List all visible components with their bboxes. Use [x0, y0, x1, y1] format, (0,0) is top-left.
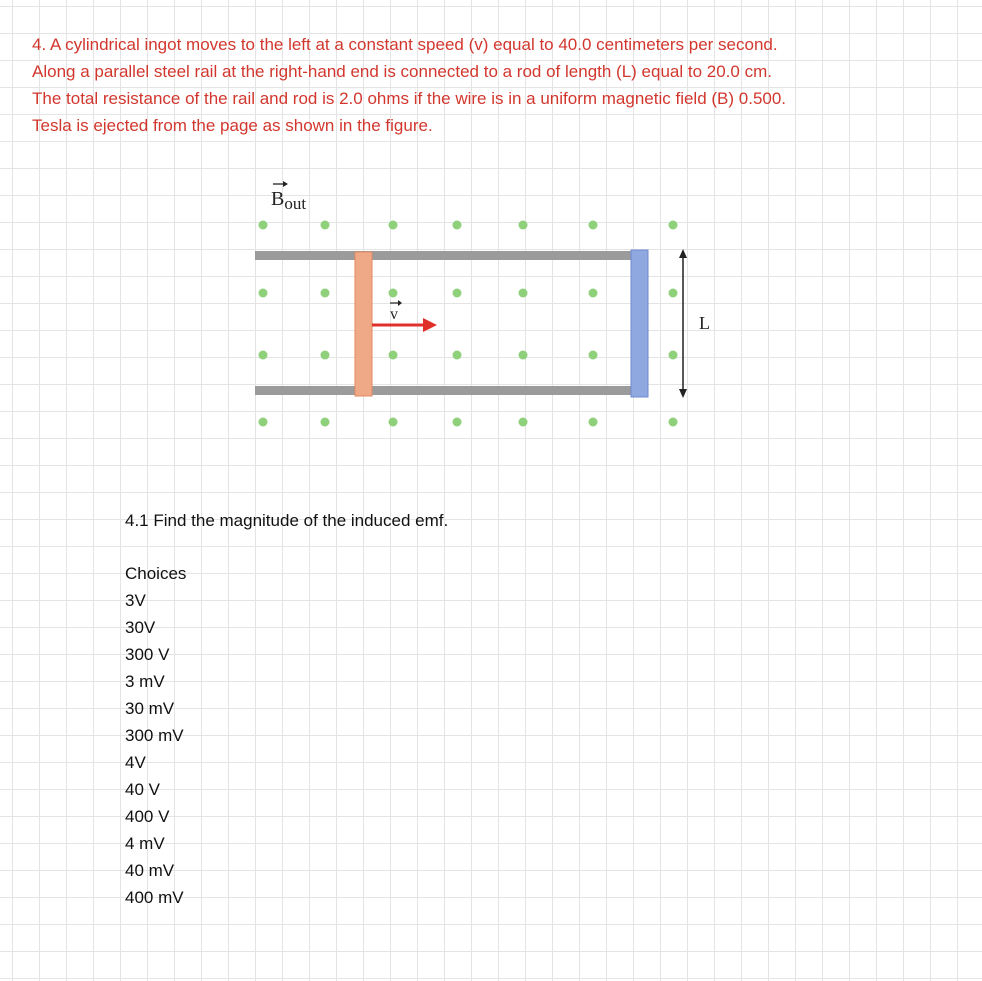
problem-line: 4. A cylindrical ingot moves to the left…	[32, 35, 778, 54]
field-dot	[588, 220, 598, 230]
field-dot	[452, 220, 462, 230]
choice: 4V	[125, 753, 146, 772]
choice: 400 mV	[125, 888, 184, 907]
field-dot	[388, 288, 398, 298]
fixed-rod	[630, 249, 649, 398]
field-dot	[320, 350, 330, 360]
field-dot	[588, 288, 598, 298]
field-subscript: out	[284, 194, 306, 213]
field-dot	[258, 350, 268, 360]
field-dot	[320, 220, 330, 230]
field-dot	[452, 350, 462, 360]
choice: 30 mV	[125, 699, 175, 718]
problem-line: Along a parallel steel rail at the right…	[32, 62, 772, 81]
field-dot	[388, 220, 398, 230]
problem-line: Tesla is ejected from the page as shown …	[32, 116, 433, 135]
choices-label: Choices	[125, 564, 187, 583]
field-dot	[668, 288, 678, 298]
field-dot	[320, 288, 330, 298]
velocity-arrowhead	[423, 318, 437, 332]
field-dot	[388, 417, 398, 427]
moving-rod	[354, 251, 373, 397]
field-dots	[258, 220, 678, 427]
field-dot	[668, 220, 678, 230]
field-dot	[258, 417, 268, 427]
subquestion: 4.1 Find the magnitude of the induced em…	[125, 511, 449, 530]
choice: 30V	[125, 618, 156, 637]
choice: 4 mV	[125, 834, 165, 853]
field-dot	[588, 417, 598, 427]
field-dot	[518, 350, 528, 360]
choice: 40 mV	[125, 861, 175, 880]
length-label: L	[699, 313, 710, 333]
vector-arrow	[283, 181, 288, 187]
arrowhead	[679, 389, 687, 398]
field-symbol: B	[271, 188, 284, 210]
field-dot	[588, 350, 598, 360]
top-rail	[255, 251, 640, 260]
problem-line: The total resistance of the rail and rod…	[32, 89, 787, 108]
field-dot	[518, 417, 528, 427]
field-dot	[518, 220, 528, 230]
field-dot	[518, 288, 528, 298]
bottom-rail	[255, 386, 640, 395]
field-dot	[668, 350, 678, 360]
vector-arrow	[398, 300, 402, 306]
field-dot	[388, 350, 398, 360]
choice: 40 V	[125, 780, 160, 799]
field-dot	[668, 417, 678, 427]
field-dot	[452, 288, 462, 298]
field-dot	[320, 417, 330, 427]
field-dot	[258, 220, 268, 230]
choice: 3V	[125, 591, 146, 610]
field-dot	[258, 288, 268, 298]
choice: 300 mV	[125, 726, 184, 745]
choice: 400 V	[125, 807, 170, 826]
choice: 300 V	[125, 645, 170, 664]
choice: 3 mV	[125, 672, 165, 691]
field-label: Bout	[271, 188, 306, 213]
arrowhead	[679, 249, 687, 258]
field-dot	[452, 417, 462, 427]
velocity-label: v	[390, 306, 398, 323]
